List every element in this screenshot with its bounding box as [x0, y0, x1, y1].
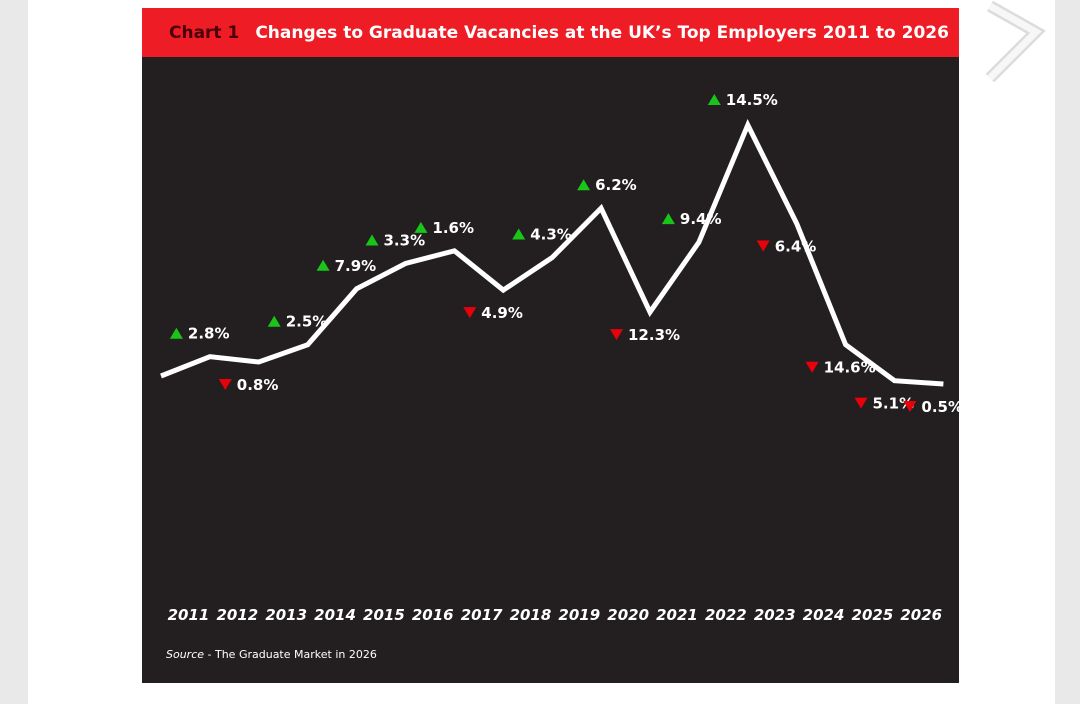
change-value: 4.9% [481, 304, 523, 322]
change-label: 4.9% [463, 304, 523, 322]
series-line [160, 118, 944, 387]
x-tick-label: 2022 [705, 606, 747, 624]
change-value: 1.6% [432, 219, 474, 237]
change-value: 7.9% [335, 257, 377, 275]
chart-panel: Chart 1 Changes to Graduate Vacancies at… [142, 8, 959, 683]
change-value: 12.3% [628, 326, 680, 344]
up-arrow-icon [577, 179, 591, 191]
change-label: 6.4% [756, 238, 817, 256]
x-tick-label: 2011 [168, 606, 210, 624]
change-label: 2.8% [169, 325, 230, 343]
x-tick-label: 2017 [461, 606, 503, 624]
x-tick-label: 2014 [314, 606, 356, 624]
change-value: 6.2% [595, 176, 637, 194]
x-tick-label: 2015 [363, 606, 405, 624]
up-arrow-icon [512, 228, 526, 240]
x-tick-label: 2023 [754, 606, 796, 624]
change-value: 4.3% [530, 225, 572, 243]
up-arrow-icon [661, 213, 675, 225]
up-arrow-icon [169, 327, 183, 339]
change-label: 7.9% [316, 257, 377, 275]
up-arrow-icon [267, 315, 281, 327]
change-value: 14.6% [824, 359, 876, 377]
source-line: Source - The Graduate Market in 2026 [166, 648, 377, 661]
change-value: 0.5% [921, 398, 959, 416]
down-arrow-icon [610, 329, 623, 341]
x-tick-label: 2013 [265, 606, 307, 624]
change-value: 2.5% [286, 313, 328, 331]
line-chart: 2.8% 0.8% 2.5% 7.9% 3.3% 1.6% 4.9% 4.3% 6.2% 12.3… [160, 91, 959, 624]
down-arrow-icon [463, 307, 477, 319]
change-label: 1.6% [414, 219, 474, 237]
x-tick-label: 2025 [852, 606, 894, 624]
chart-header: Chart 1 Changes to Graduate Vacancies at… [142, 8, 959, 57]
x-tick-label: 2016 [412, 606, 454, 624]
change-label: 6.2% [577, 176, 637, 194]
x-tick-label: 2020 [607, 606, 649, 624]
chevron-right-icon[interactable] [968, 0, 1058, 95]
source-label: Source [166, 648, 205, 661]
change-value: 6.4% [775, 238, 817, 256]
change-label: 12.3% [610, 326, 680, 344]
down-arrow-icon [218, 379, 232, 391]
change-value: 3.3% [384, 231, 426, 249]
change-label: 14.6% [805, 359, 876, 377]
source-text: - The Graduate Market in 2026 [204, 648, 377, 661]
x-tick-label: 2024 [803, 606, 845, 624]
chart-title: Changes to Graduate Vacancies at the UK’… [255, 22, 949, 43]
change-value: 5.1% [873, 395, 915, 413]
change-value: 9.4% [680, 210, 722, 228]
change-label: 0.8% [218, 376, 279, 394]
up-arrow-icon [414, 221, 428, 233]
down-arrow-icon [805, 361, 819, 373]
x-tick-label: 2012 [216, 606, 258, 624]
chart-number: Chart 1 [169, 22, 240, 43]
change-label: 2.5% [267, 313, 328, 331]
x-tick-label: 2026 [900, 606, 942, 624]
x-tick-label: 2018 [510, 606, 552, 624]
change-label: 9.4% [661, 210, 722, 228]
x-tick-label: 2021 [656, 606, 698, 624]
change-value: 0.8% [237, 376, 279, 394]
change-value: 2.8% [188, 325, 230, 343]
change-value: 14.5% [726, 91, 778, 109]
change-label: 5.1% [854, 395, 915, 413]
change-label: 3.3% [365, 231, 426, 249]
change-label: 4.3% [512, 225, 572, 243]
change-label: 14.5% [707, 91, 778, 109]
up-arrow-icon [316, 259, 330, 271]
x-tick-label: 2019 [558, 606, 600, 624]
up-arrow-icon [707, 94, 721, 105]
down-arrow-icon [854, 397, 868, 409]
down-arrow-icon [756, 240, 770, 252]
up-arrow-icon [365, 234, 379, 246]
change-label: 0.5% [903, 398, 959, 416]
down-arrow-icon [903, 401, 917, 413]
